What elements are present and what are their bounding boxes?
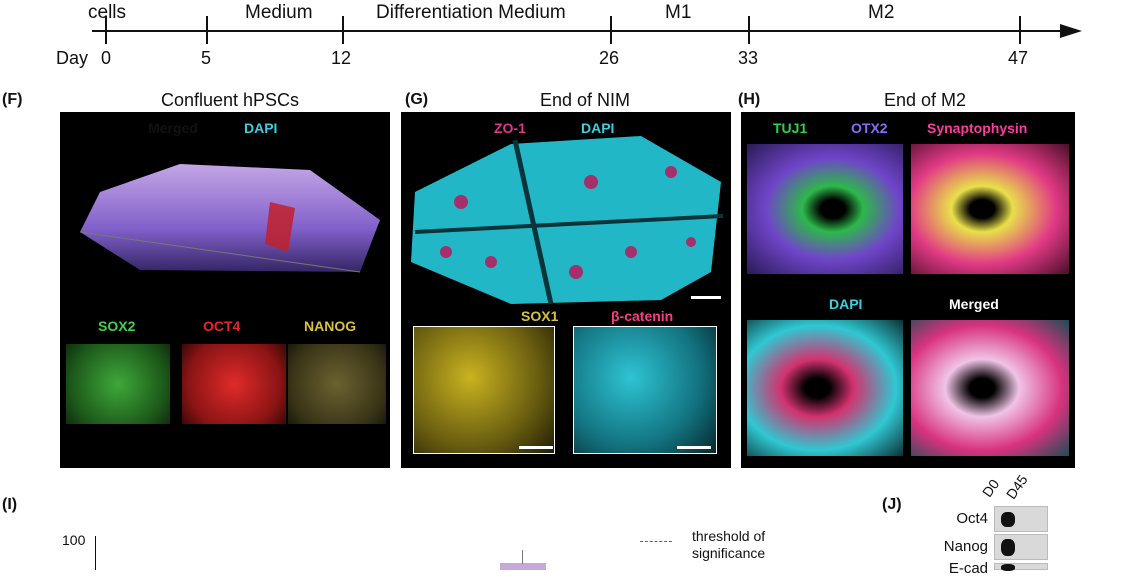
tuj1-otx2-image [747, 144, 903, 274]
day-value: 12 [331, 48, 352, 68]
phase-label: M2 [868, 2, 895, 23]
channel-label-otx2: OTX2 [851, 120, 888, 136]
legend-threshold-line [640, 541, 672, 542]
panel-f-title: Confluent hPSCs [160, 90, 300, 110]
channel-label-sox1: SOX1 [521, 308, 559, 324]
timeline-tick [105, 16, 107, 44]
channel-label-dapi: DAPI [829, 296, 863, 312]
blot-strip-oct4 [994, 506, 1048, 532]
channel-label-nanog: NANOG [304, 318, 357, 334]
blot-strip-nanog [994, 534, 1048, 560]
panel-g-image: ZO-1 DAPI SOX1 β-catenin [401, 112, 731, 468]
lane-label-d45: D45 [1002, 471, 1031, 502]
channel-label-sox2: SOX2 [98, 318, 136, 334]
channel-label-dapi: DAPI [244, 120, 278, 136]
timeline-tick [342, 16, 344, 44]
timeline-tick [206, 16, 208, 44]
timeline-arrowhead [1060, 24, 1082, 38]
day-value: 5 [201, 48, 212, 68]
panel-letter-j: (J) [882, 496, 902, 513]
error-bar [522, 550, 523, 564]
channel-label-synaptophysin: Synaptophysin [927, 120, 1028, 136]
panel-letter-g: (G) [405, 91, 429, 108]
nanog-image [288, 344, 386, 424]
neural-rosette-render [411, 136, 724, 305]
channel-label-oct4: OCT4 [203, 318, 241, 334]
blot-strip-ecad [994, 563, 1048, 571]
synaptophysin-image [911, 144, 1069, 274]
bar-partial [500, 563, 546, 570]
panel-h-image: TUJ1 OTX2 Synaptophysin DAPI Merged [741, 112, 1075, 468]
panel-letter-i: (I) [2, 496, 18, 513]
merged-image [911, 320, 1069, 456]
phase-label: cells [88, 2, 127, 23]
day-value: 33 [738, 48, 759, 68]
panel-letter-h: (H) [738, 91, 761, 108]
blot-row-label-ecad: E-cad [948, 560, 988, 577]
day-label: Day [56, 48, 89, 68]
dapi-image [747, 320, 903, 456]
timeline-axis [92, 30, 1062, 32]
phase-label: M1 [665, 2, 692, 23]
day-value: 26 [599, 48, 620, 68]
blot-band [1001, 539, 1015, 556]
day-value: 0 [101, 48, 112, 68]
panel-letter-f: (F) [2, 91, 23, 108]
channel-label-tuj1: TUJ1 [773, 120, 808, 136]
blot-row-label-nanog: Nanog [943, 538, 988, 555]
sox1-inset [413, 326, 555, 454]
timeline-tick [748, 16, 750, 44]
legend-label-line1: threshold of [692, 528, 766, 544]
blot-band [1001, 564, 1015, 571]
panel-g-title: End of NIM [539, 90, 631, 110]
oct4-image [182, 344, 286, 424]
channel-label-merged: Merged [949, 296, 999, 312]
channel-label-merged: Merged [148, 120, 198, 136]
channel-label-zo1: ZO-1 [494, 120, 526, 136]
channel-label-dapi: DAPI [581, 120, 615, 136]
timeline-tick [610, 16, 612, 44]
legend-label-line2: significance [692, 545, 766, 561]
timeline-tick [1019, 16, 1021, 44]
panel-f-image: Merged DAPI SOX2 OCT4 NANOG [60, 112, 390, 468]
panel-h-title: End of M2 [883, 90, 967, 110]
day-value: 47 [1008, 48, 1029, 68]
scale-bar [677, 446, 711, 449]
blot-band [1001, 512, 1015, 527]
phase-label: Differentiation Medium [376, 2, 566, 23]
lane-label-d0: D0 [978, 476, 1003, 500]
scale-bar [519, 446, 553, 449]
channel-label-beta-catenin: β-catenin [611, 308, 674, 324]
blot-row-label-oct4: Oct4 [956, 510, 988, 527]
beta-catenin-inset [573, 326, 717, 454]
y-axis-line [95, 536, 96, 570]
y-axis-tick-label: 100 [62, 532, 86, 548]
sox2-image [66, 344, 170, 424]
phase-label: Medium [245, 2, 313, 23]
